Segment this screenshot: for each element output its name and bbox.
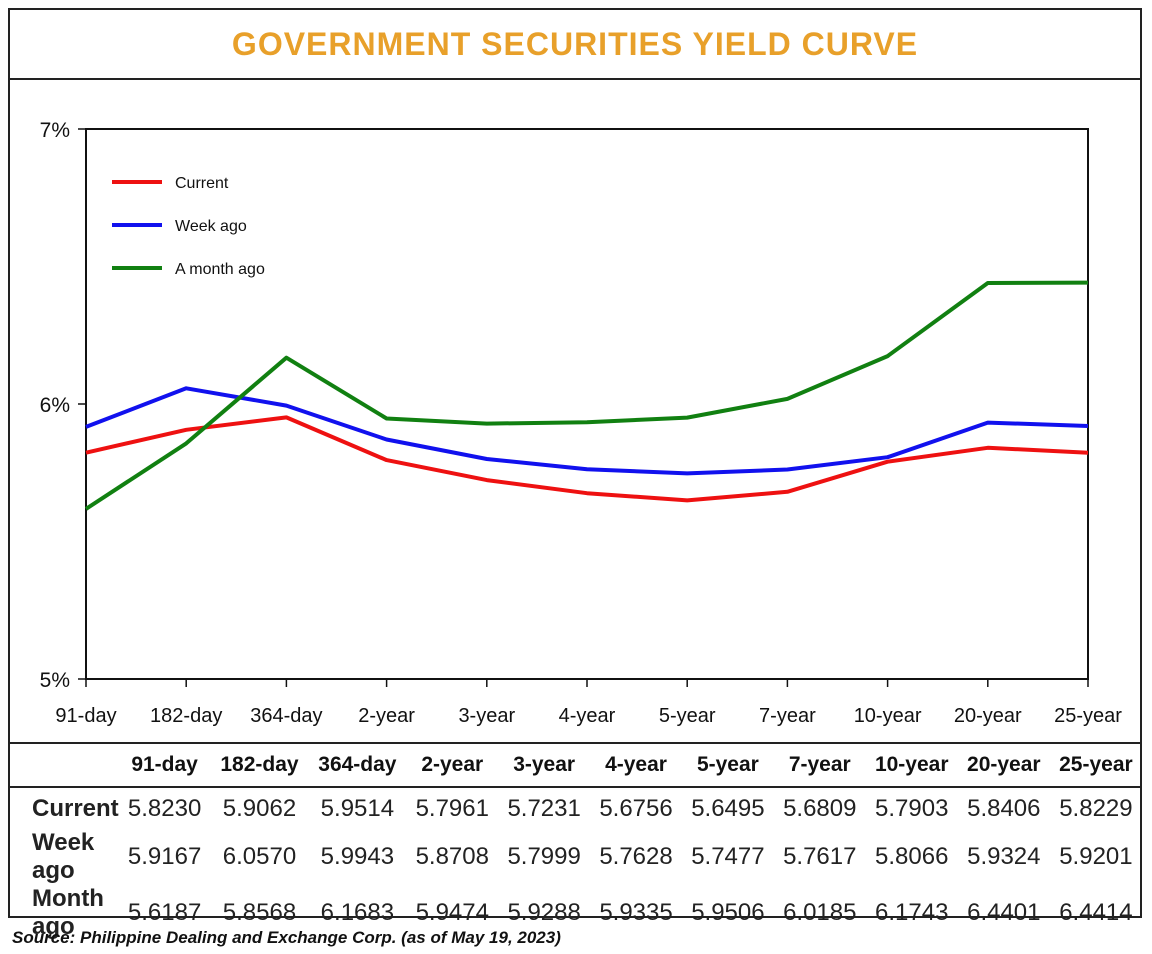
- y-axis-ticks: 5% 6% 7%: [40, 119, 86, 692]
- table-cell: 5.9506: [691, 899, 765, 926]
- table-cell: 5.7999: [507, 843, 581, 870]
- table-cell: 5.8230: [127, 794, 202, 822]
- table-cell: 5.9288: [507, 899, 581, 926]
- x-tick-label: 10-year: [854, 705, 922, 727]
- y-tick-label: 5%: [40, 669, 70, 692]
- table-cell: 5.6495: [691, 794, 765, 822]
- x-tick-label: 25-year: [1054, 705, 1122, 727]
- source-note: Source: Philippine Dealing and Exchange …: [12, 928, 561, 947]
- table-column-header: 91-day: [118, 742, 211, 788]
- x-tick-label: 4-year: [559, 705, 616, 727]
- table-column-header: 4-year: [590, 742, 682, 788]
- table-row-label: Week ago: [32, 829, 95, 884]
- series-line-a-month-ago: [84, 280, 1089, 511]
- table-cell: 5.7231: [507, 794, 581, 822]
- x-tick-label: 182-day: [150, 705, 222, 727]
- yield-table: 91-day 182-day 364-day 2-year 3-year 4-year 5-…: [8, 742, 1142, 941]
- table-column-header: 7-year: [773, 742, 866, 788]
- y-tick-label: 7%: [40, 119, 70, 142]
- legend-label: A month ago: [175, 261, 265, 278]
- table-cell: 5.9514: [320, 794, 395, 822]
- table-cell: 5.9167: [127, 843, 202, 870]
- table-cell: 5.8066: [875, 843, 949, 870]
- table-row: Current 5.8230 5.9062 5.9514 5.7961 5.7231 5.6…: [8, 787, 1142, 829]
- table-column-header: 364-day: [308, 742, 407, 788]
- table-cell: 5.9474: [415, 899, 489, 926]
- table-column-header: 20-year: [957, 742, 1050, 788]
- series-line-current: [85, 415, 1089, 503]
- table-cell: 5.8568: [222, 899, 297, 926]
- table-cell: 5.8406: [967, 794, 1041, 822]
- table-cell: 6.1683: [320, 899, 395, 926]
- table-cell: 5.9335: [599, 899, 673, 926]
- table-header-row: 91-day 182-day 364-day 2-year 3-year 4-year 5-…: [8, 742, 1142, 788]
- x-tick-label: 2-year: [358, 705, 415, 727]
- table-column-header: 5-year: [681, 742, 774, 788]
- title-bar: GOVERNMENT SECURITIES YIELD CURVE: [10, 10, 1140, 80]
- table-body: Current 5.8230 5.9062 5.9514 5.7961 5.7231 5.6…: [8, 787, 1142, 941]
- x-tick-label: 5-year: [659, 705, 716, 727]
- table-cell: 5.6756: [599, 794, 673, 822]
- table-row-label: Month ago: [32, 885, 104, 940]
- table-cell: 5.9943: [320, 843, 395, 870]
- x-tick-label: 7-year: [759, 705, 816, 727]
- chart-title: GOVERNMENT SECURITIES YIELD CURVE: [231, 25, 919, 62]
- x-tick-label: 3-year: [458, 705, 515, 727]
- table-cell: 5.7961: [415, 794, 489, 822]
- table-cell: 5.7477: [691, 843, 765, 870]
- yield-table-wrap: 91-day 182-day 364-day 2-year 3-year 4-year 5-…: [8, 742, 1142, 941]
- legend: Current Week ago A month ago: [112, 175, 265, 278]
- table-cell: 6.0185: [783, 899, 857, 926]
- table-cell: 5.9201: [1059, 843, 1133, 870]
- legend-label: Current: [175, 175, 229, 192]
- table-cell: 5.8708: [415, 843, 489, 870]
- x-tick-label: 20-year: [954, 705, 1022, 727]
- table-column-header: 10-year: [865, 742, 958, 788]
- table-cell: 5.6809: [783, 794, 857, 822]
- table-cell: 6.1743: [875, 899, 949, 926]
- chart-frame: GOVERNMENT SECURITIES YIELD CURVE: [8, 8, 1142, 918]
- series-line-week-ago: [85, 386, 1089, 476]
- table-corner-cell: [8, 742, 119, 788]
- table-column-header: 3-year: [498, 742, 591, 788]
- table-row-label: Current: [32, 794, 119, 822]
- plot-area: [85, 128, 1089, 680]
- table-cell: 5.9062: [222, 794, 297, 822]
- table-column-header: 2-year: [406, 742, 499, 788]
- table-cell: 6.4414: [1059, 899, 1133, 926]
- x-tick-label: 364-day: [250, 705, 322, 727]
- table-cell: 5.6187: [127, 899, 202, 926]
- y-tick-label: 6%: [40, 394, 70, 417]
- x-axis-ticks: 91-day 182-day 364-day 2-year 3-year 4-year 5-…: [55, 679, 1122, 727]
- x-tick-label: 91-day: [55, 705, 116, 727]
- table-row: Week ago 5.9167 6.0570 5.9943 5.8708 5.7999 5.…: [8, 829, 1142, 885]
- table-cell: 5.8229: [1059, 794, 1133, 822]
- table-cell: 5.7617: [783, 843, 857, 870]
- table-cell: 6.4401: [967, 899, 1041, 926]
- table-row: Month ago 5.6187 5.8568 6.1683 5.9474 5.9288 5…: [8, 885, 1142, 941]
- table-column-header: 182-day: [210, 742, 309, 788]
- series-lines: [84, 280, 1089, 511]
- table-column-header: 25-year: [1049, 742, 1142, 788]
- table-cell: 5.7903: [875, 794, 949, 822]
- legend-label: Week ago: [175, 218, 247, 235]
- table-cell: 5.7628: [599, 843, 673, 870]
- table-cell: 5.9324: [967, 843, 1041, 870]
- table-cell: 6.0570: [222, 843, 297, 870]
- yield-curve-chart: 5% 6% 7% 91-day 182-day 364-day 2-year 3-year 4…: [40, 119, 1123, 727]
